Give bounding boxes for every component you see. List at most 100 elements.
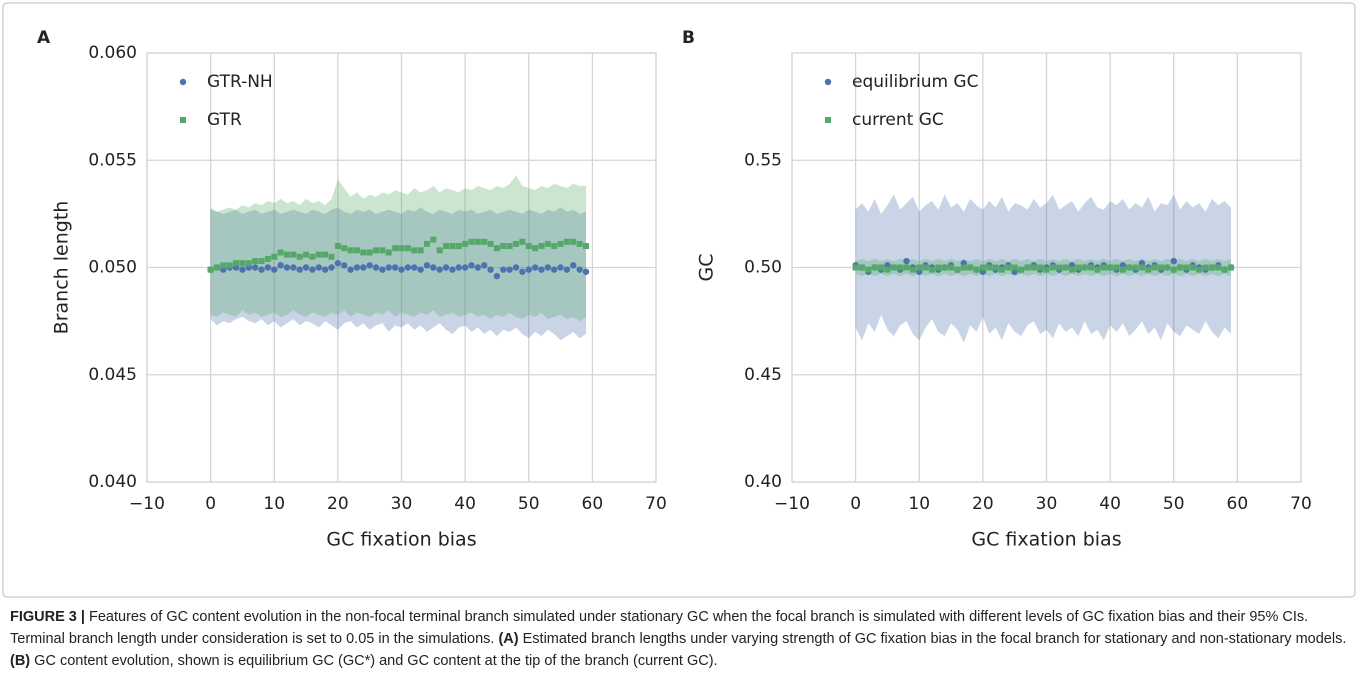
- point: [404, 264, 412, 271]
- point: [385, 249, 392, 256]
- point: [334, 260, 342, 267]
- y-axis-label: Branch length: [51, 201, 73, 335]
- point: [519, 268, 526, 275]
- point: [1138, 264, 1145, 271]
- point: [404, 245, 411, 252]
- x-tick-label: 20: [972, 494, 994, 514]
- point: [890, 264, 897, 271]
- point: [481, 262, 488, 269]
- x-tick-label: 60: [1227, 494, 1249, 514]
- point: [1145, 266, 1152, 273]
- point: [865, 266, 872, 273]
- y-tick-label: 0.45: [744, 365, 782, 385]
- point: [423, 240, 430, 247]
- y-tick-label: 0.050: [88, 258, 137, 278]
- x-axis-label: GC fixation bias: [971, 529, 1121, 551]
- point: [398, 266, 405, 273]
- point: [233, 260, 240, 267]
- point: [979, 264, 986, 271]
- point: [449, 266, 456, 273]
- point: [283, 264, 291, 271]
- point: [283, 251, 290, 258]
- point: [411, 264, 418, 271]
- point: [461, 264, 469, 271]
- point: [449, 243, 456, 250]
- point: [264, 264, 272, 271]
- point: [551, 243, 558, 250]
- point: [1094, 266, 1101, 273]
- x-tick-label: 40: [454, 494, 476, 514]
- point: [1183, 264, 1190, 271]
- point: [1221, 266, 1228, 273]
- point: [493, 272, 501, 280]
- point: [576, 240, 583, 247]
- point: [455, 243, 462, 250]
- point: [1100, 264, 1107, 271]
- point: [1037, 264, 1044, 271]
- point: [436, 266, 443, 273]
- point: [468, 238, 475, 245]
- y-tick-label: 0.055: [88, 150, 137, 170]
- point: [1043, 266, 1050, 273]
- point: [916, 264, 923, 271]
- point: [328, 264, 335, 271]
- x-tick-label: 30: [1036, 494, 1058, 514]
- point: [512, 264, 520, 271]
- point: [277, 249, 284, 256]
- caption: FIGURE 3 | Features of GC content evolut…: [10, 606, 1348, 672]
- point: [258, 266, 265, 273]
- point: [1215, 264, 1222, 271]
- point: [1164, 264, 1171, 271]
- point: [334, 243, 341, 250]
- point: [1151, 264, 1158, 271]
- point: [1056, 264, 1063, 271]
- point: [1228, 264, 1235, 271]
- point: [1113, 264, 1120, 271]
- point: [303, 251, 310, 258]
- point: [430, 264, 437, 271]
- point: [309, 253, 316, 260]
- point: [271, 253, 278, 260]
- legend-label: equilibrium GC: [852, 72, 978, 92]
- x-tick-label: 70: [645, 494, 667, 514]
- point: [1202, 264, 1209, 271]
- point: [1081, 264, 1088, 271]
- point: [500, 243, 507, 250]
- point: [506, 243, 513, 250]
- point: [583, 243, 590, 250]
- point: [315, 264, 322, 271]
- point: [941, 264, 948, 271]
- point: [468, 262, 475, 269]
- point: [525, 266, 532, 273]
- point: [871, 264, 878, 271]
- caption-text: Features of GC content evolution in the …: [10, 609, 1309, 647]
- point: [277, 262, 284, 269]
- point: [213, 264, 220, 271]
- point: [487, 240, 494, 247]
- point: [322, 251, 329, 258]
- point: [347, 266, 354, 273]
- point: [570, 262, 577, 269]
- legend-label: GTR-NH: [207, 72, 273, 92]
- point: [493, 245, 500, 252]
- point: [398, 245, 405, 252]
- point: [442, 264, 450, 271]
- point: [1011, 264, 1018, 271]
- point: [430, 236, 437, 243]
- panel-letter: A: [37, 28, 51, 48]
- point: [858, 264, 865, 271]
- x-tick-label: 20: [327, 494, 349, 514]
- point: [570, 238, 577, 245]
- point: [296, 266, 303, 273]
- y-tick-label: 0.040: [88, 472, 137, 492]
- point: [328, 253, 335, 260]
- point: [973, 266, 980, 273]
- figure-frame: [2, 2, 1356, 598]
- point: [1119, 266, 1126, 273]
- point: [321, 266, 329, 273]
- point: [506, 266, 513, 273]
- point: [372, 264, 380, 271]
- point: [353, 264, 361, 271]
- caption-text: Estimated branch lengths under varying s…: [518, 631, 1347, 647]
- point: [462, 240, 469, 247]
